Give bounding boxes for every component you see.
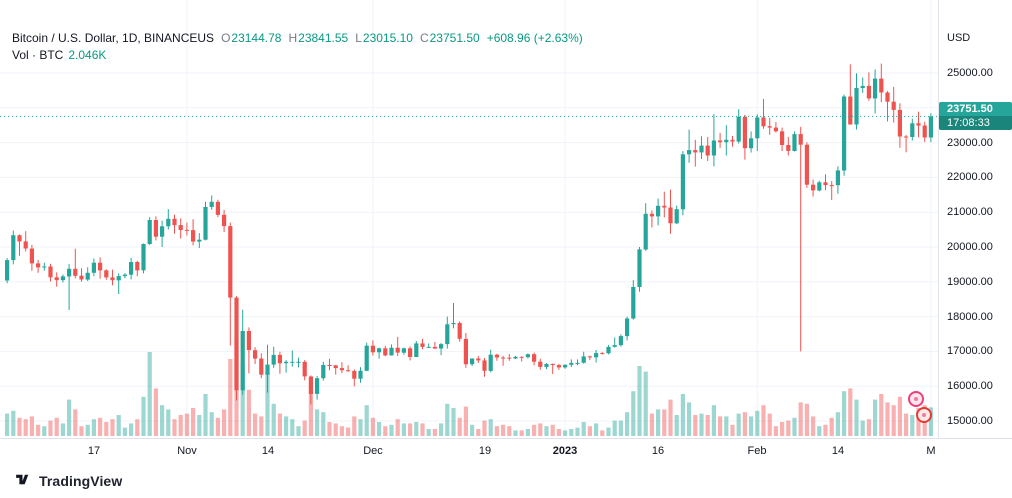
last-price-badge: 23751.50 17:08:33	[939, 102, 1012, 130]
price-change: +608.96 (+2.63%)	[486, 31, 583, 45]
footer: TradingView	[0, 464, 1012, 498]
tradingview-logo-icon[interactable]	[13, 472, 32, 491]
close-value: 23751.50	[429, 31, 480, 45]
time-tick: 14	[261, 445, 275, 457]
time-tick: M	[926, 445, 936, 457]
price-tick: 20000.00	[947, 241, 993, 253]
price-tick: 18000.00	[947, 311, 993, 323]
time-tick: Feb	[747, 445, 767, 457]
time-tick: 2023	[552, 445, 578, 457]
time-tick: 16	[651, 445, 665, 457]
low-value: 23015.10	[362, 31, 413, 45]
price-tick: 23000.00	[947, 137, 993, 149]
ohlc-open: O23144.78	[221, 30, 281, 47]
low-label: L	[355, 31, 362, 45]
legend-ohlc-row: Bitcoin / U.S. Dollar, 1D, BINANCEUS O23…	[12, 30, 583, 47]
time-tick: Nov	[177, 445, 197, 457]
ohlc-low: L23015.10	[355, 30, 413, 47]
high-label: H	[288, 31, 298, 45]
time-tick: 19	[478, 445, 492, 457]
time-tick: 17	[87, 445, 101, 457]
price-tick: 15000.00	[947, 415, 993, 427]
high-value: 23841.55	[298, 31, 349, 45]
legend-volume-row: Vol · BTC 2.046K	[12, 47, 583, 64]
countdown-timer: 17:08:33	[939, 116, 1012, 130]
ohlc-high: H23841.55	[288, 30, 348, 47]
event-badge-icon[interactable]	[908, 391, 924, 407]
price-axis[interactable]: USD 25000.0024000.0023000.0022000.002100…	[938, 0, 1012, 438]
candlestick-chart[interactable]: Bitcoin / U.S. Dollar, 1D, BINANCEUS O23…	[0, 0, 938, 438]
open-label: O	[221, 31, 231, 45]
open-value: 23144.78	[231, 31, 282, 45]
price-tick: 17000.00	[947, 345, 993, 357]
last-price-value: 23751.50	[939, 102, 1012, 116]
price-tick: 25000.00	[947, 67, 993, 79]
legend: Bitcoin / U.S. Dollar, 1D, BINANCEUS O23…	[12, 30, 583, 64]
ohlc-close: C23751.50	[420, 30, 480, 47]
time-tick: Dec	[363, 445, 383, 457]
event-badge-icon[interactable]	[916, 407, 932, 423]
price-tick: 22000.00	[947, 171, 993, 183]
price-tick: 19000.00	[947, 276, 993, 288]
price-tick: 21000.00	[947, 206, 993, 218]
chart-canvas[interactable]	[0, 0, 938, 438]
tradingview-brand[interactable]: TradingView	[39, 473, 123, 489]
time-tick: 14	[831, 445, 845, 457]
volume-value: 2.046K	[68, 48, 107, 62]
volume-label[interactable]: Vol · BTC	[12, 48, 64, 62]
close-label: C	[419, 31, 429, 45]
price-tick: 16000.00	[947, 380, 993, 392]
currency-label: USD	[947, 32, 971, 44]
symbol-title[interactable]: Bitcoin / U.S. Dollar, 1D, BINANCEUS	[12, 31, 215, 45]
time-axis[interactable]: 17 Nov 14 Dec 19 2023 16 Feb 14 M	[0, 438, 1012, 465]
